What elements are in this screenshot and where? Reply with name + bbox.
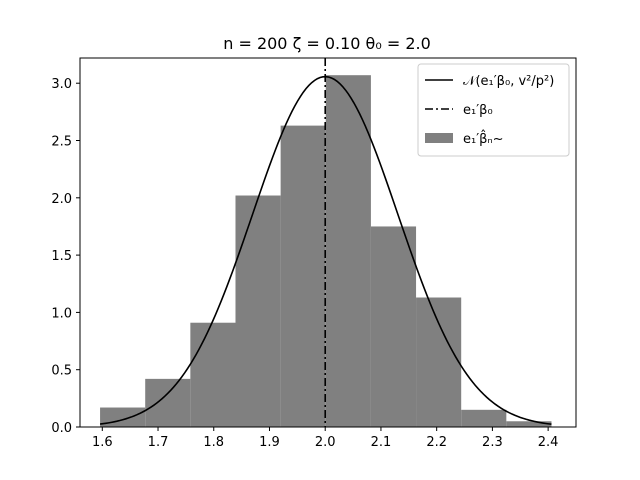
legend-label-normal-curve: 𝒩(e₁′β₀, v²/p²) <box>463 74 554 89</box>
histogram-bar <box>325 75 371 427</box>
x-tick-label: 1.9 <box>259 435 280 450</box>
histogram-bar <box>280 125 326 427</box>
x-tick-label: 1.7 <box>148 435 169 450</box>
x-tick-label: 2.0 <box>315 435 336 450</box>
legend-label-histogram: e₁′β̂ₙ~ <box>463 130 504 147</box>
x-tick-label: 1.8 <box>203 435 224 450</box>
histogram-bar <box>506 421 552 427</box>
histogram-bar <box>461 409 507 427</box>
x-tick-label: 1.6 <box>92 435 113 450</box>
plot-frame <box>79 57 577 428</box>
y-axis: 0.0 0.5 1.0 1.5 2.0 2.5 3.0 <box>51 77 80 436</box>
y-tick-label: 3.0 <box>51 77 72 92</box>
chart-title: n = 200 ζ = 0.10 θ₀ = 2.0 <box>223 34 431 53</box>
x-tick-label: 2.1 <box>371 435 392 450</box>
histogram-bars <box>100 75 552 427</box>
y-tick-label: 0.5 <box>51 364 72 379</box>
x-tick-label: 2.3 <box>482 435 503 450</box>
x-tick-label: 2.2 <box>426 435 447 450</box>
histogram-bar <box>235 195 281 427</box>
legend-box <box>417 63 570 157</box>
y-tick-label: 2.0 <box>51 192 72 207</box>
legend-label-true-value-line: e₁′β₀ <box>463 103 493 118</box>
histogram-bar <box>145 378 191 427</box>
y-tick-label: 0.0 <box>51 421 72 436</box>
histogram-bar <box>416 297 462 427</box>
y-tick-label: 1.5 <box>51 249 72 264</box>
legend: 𝒩(e₁′β₀, v²/p²) e₁′β₀ e₁′β̂ₙ~ <box>417 63 570 157</box>
legend-swatch-histogram <box>425 133 453 143</box>
histogram-bar <box>190 322 236 427</box>
y-tick-label: 1.0 <box>51 306 72 321</box>
histogram-bar <box>100 407 146 427</box>
histogram-bar <box>370 226 417 427</box>
y-tick-label: 2.5 <box>51 135 72 150</box>
x-axis: 1.6 1.7 1.8 1.9 2.0 2.1 2.2 2.3 2.4 <box>92 427 559 450</box>
x-tick-label: 2.4 <box>538 435 559 450</box>
